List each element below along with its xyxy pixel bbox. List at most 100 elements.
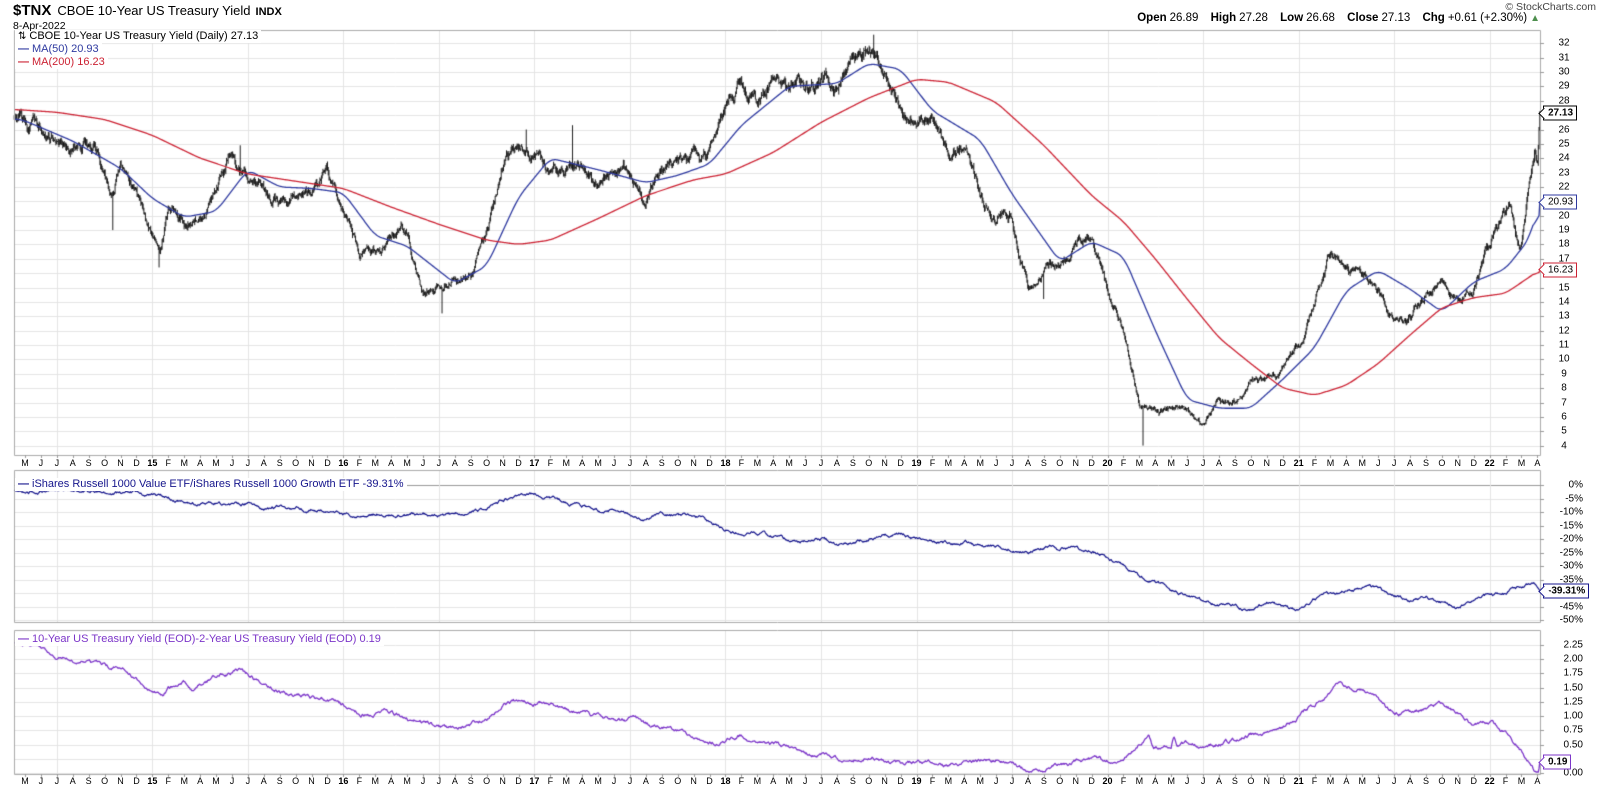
month-label: D (1088, 458, 1095, 468)
month-label: S (1422, 458, 1429, 468)
month-label: N (1072, 776, 1079, 786)
month-label: S (658, 776, 665, 786)
y-tick-label: 18 (1558, 238, 1570, 250)
month-label: M (1326, 776, 1335, 786)
y-tick-label: 14 (1558, 296, 1570, 308)
month-label: M (1358, 458, 1367, 468)
month-label: 22 (1484, 458, 1495, 468)
month-label: A (260, 776, 267, 786)
month-label: D (324, 458, 331, 468)
month-label: M (753, 458, 762, 468)
month-label: A (1152, 776, 1159, 786)
month-label: M (403, 776, 411, 786)
month-label: S (1231, 458, 1238, 468)
y-tick-label: -30% (1559, 560, 1583, 572)
month-label: M (976, 458, 984, 468)
month-label: O (1247, 458, 1255, 468)
month-label: F (547, 776, 554, 786)
month-label: A (1343, 458, 1350, 468)
month-label: S (1040, 458, 1047, 468)
month-label: A (770, 776, 777, 786)
month-label: A (642, 776, 649, 786)
y-tick-label: -10% (1559, 506, 1583, 518)
month-label: N (117, 458, 124, 468)
month-label: N (690, 458, 697, 468)
ratio-legend-label: iShares Russell 1000 Value ETF/iShares R… (32, 478, 404, 490)
month-label: D (515, 776, 522, 786)
spread-line-swatch: — (18, 633, 29, 645)
month-label: O (483, 776, 491, 786)
month-label: O (483, 458, 491, 468)
y-tick-label: 1.50 (1563, 682, 1583, 694)
month-label: S (85, 458, 92, 468)
month-label: D (706, 776, 713, 786)
month-label: A (260, 458, 267, 468)
month-label: J (1200, 776, 1206, 786)
month-label: O (1438, 776, 1446, 786)
month-label: N (690, 776, 697, 786)
month-label: J (38, 458, 44, 468)
y-tick-label: -15% (1559, 520, 1583, 531)
month-label: A (1343, 776, 1350, 786)
month-label: F (1311, 776, 1318, 786)
month-label: N (499, 458, 506, 468)
month-label: A (451, 458, 458, 468)
month-label: O (674, 776, 682, 786)
month-label: J (802, 776, 808, 786)
month-label: O (1438, 458, 1446, 468)
month-label: O (865, 776, 873, 786)
month-label: J (54, 776, 60, 786)
open-value: 26.89 (1169, 12, 1199, 24)
month-label: F (1502, 458, 1509, 468)
month-label: A (197, 458, 204, 468)
month-label: M (562, 458, 571, 468)
chg-value: +0.61 (+2.30%) (1447, 12, 1528, 24)
y-tick-label: -20% (1559, 533, 1583, 545)
month-label: M (403, 458, 411, 468)
month-label: A (69, 458, 76, 468)
price-callout-spread: 0.19 (1538, 754, 1572, 770)
ma200-legend: — MA(200) 16.23 (15, 56, 108, 69)
y-tick-label: -25% (1559, 547, 1583, 558)
y-tick-label: 1.25 (1563, 696, 1583, 708)
month-label: M (562, 776, 571, 786)
ohlc-quote-line: Open 26.89 High 27.28 Low 26.68 Close 27.13 … (1137, 12, 1540, 24)
month-label: M (21, 458, 29, 468)
month-label: M (594, 458, 602, 468)
month-label: D (133, 776, 140, 786)
month-label: D (1470, 776, 1477, 786)
month-label: J (436, 776, 442, 786)
month-label: A (961, 458, 968, 468)
month-label: D (133, 458, 140, 468)
month-label: O (101, 776, 109, 786)
month-label: S (849, 776, 856, 786)
month-label: A (1534, 776, 1541, 786)
month-label: 21 (1293, 776, 1304, 786)
ma50-legend: — MA(50) 20.93 (15, 43, 102, 56)
month-label: D (324, 776, 331, 786)
main-legend-label: CBOE 10-Year US Treasury Yield (Daily) 2… (29, 30, 259, 42)
month-label: 22 (1484, 776, 1495, 786)
chart-header: $TNX CBOE 10-Year US Treasury Yield INDX (13, 2, 282, 20)
y-tick-label: 22 (1558, 181, 1570, 193)
y-tick-label: 1.00 (1563, 710, 1583, 722)
month-label: F (1120, 458, 1127, 468)
month-label: M (944, 458, 953, 468)
low-label: Low (1280, 12, 1304, 24)
month-label: J (245, 776, 251, 786)
month-label: A (451, 776, 458, 786)
month-label: J (420, 776, 426, 786)
y-tick-label: 26 (1558, 124, 1570, 135)
month-label: A (388, 776, 395, 786)
month-label: A (1024, 458, 1031, 468)
month-label: A (1152, 458, 1159, 468)
y-tick-label: -35% (1559, 574, 1583, 585)
ratio-legend: — iShares Russell 1000 Value ETF/iShares … (15, 478, 407, 491)
y-tick-label: 28 (1558, 95, 1570, 107)
y-tick-label: 10 (1558, 353, 1570, 365)
month-label: F (738, 458, 745, 468)
y-tick-label: 0.50 (1563, 739, 1583, 751)
month-label: F (547, 458, 554, 468)
y-tick-label: -5% (1565, 493, 1583, 504)
